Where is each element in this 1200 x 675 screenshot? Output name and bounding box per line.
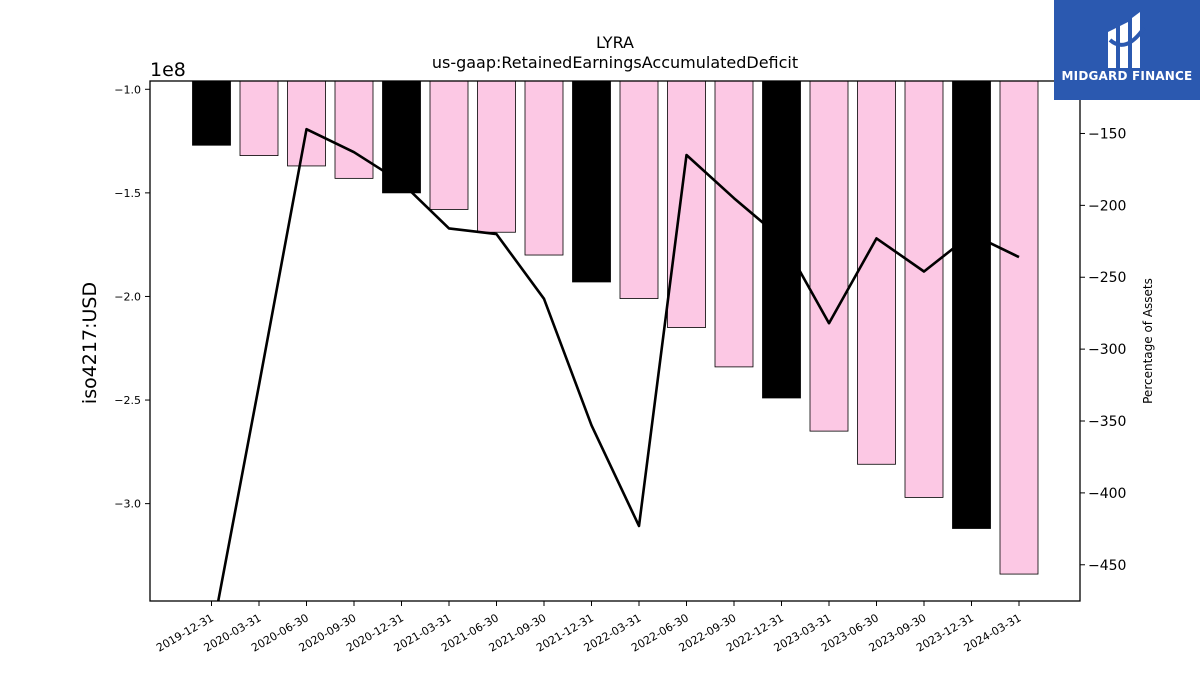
bar-2021-03-31: [429, 80, 469, 210]
y-tick-label: −2.0: [114, 290, 141, 303]
left-ticks-group: −1.0 −1.5 −2.0 −2.5 −3.0: [114, 83, 150, 511]
y-tick-label: −2.5: [114, 394, 141, 407]
y-axis-label: iso4217:USD: [79, 282, 101, 404]
bar-2020-03-31: [239, 80, 279, 156]
bar-2019-12-31: [192, 80, 231, 146]
bar-2022-03-31: [619, 80, 659, 299]
bar-2022-06-30: [667, 80, 706, 328]
y-offset-label: 1e8: [150, 59, 186, 81]
y-tick-label: −1.0: [114, 83, 141, 96]
y-right-tick-label: −150: [1088, 126, 1126, 142]
y-right-tick-label: −200: [1088, 198, 1126, 214]
y-right-tick-label: −300: [1088, 342, 1126, 358]
bar-2020-12-31: [382, 80, 421, 194]
right-ticks-group: −150 −200 −250 −300 −350 −400 −450: [1080, 126, 1126, 574]
bar-2023-09-30: [904, 80, 944, 498]
bar-2023-12-31: [952, 80, 991, 529]
line-group: [216, 127, 1020, 601]
y-axis-right-label: Percentage of Assets: [1141, 278, 1155, 404]
y-tick-label: −3.0: [114, 498, 141, 511]
brand-name: MIDGARD FINANCE: [1061, 69, 1193, 83]
brand-logo: MIDGARD FINANCE: [1054, 0, 1200, 100]
bar-2022-09-30: [714, 80, 754, 368]
y-tick-label: −1.5: [114, 187, 141, 200]
bar-2021-12-31: [572, 80, 611, 283]
chart-title: LYRA: [596, 33, 634, 52]
bar-2023-06-30: [857, 80, 896, 465]
bar-2024-03-31: [999, 80, 1039, 575]
chart-subtitle: us-gaap:RetainedEarningsAccumulatedDefic…: [432, 53, 798, 72]
bar-2021-09-30: [524, 80, 564, 256]
bar-2023-03-31: [809, 80, 849, 432]
brand-mark-icon: [1108, 12, 1146, 68]
y-right-tick-label: −350: [1088, 414, 1126, 430]
x-ticks-group: 2019-12-312020-03-312020-06-302020-09-30…: [154, 601, 1024, 655]
y-right-tick-label: −400: [1088, 486, 1126, 502]
y-right-tick-label: −450: [1088, 558, 1126, 574]
bar-2020-06-30: [287, 80, 326, 167]
bar-2020-09-30: [334, 80, 374, 179]
y-right-tick-label: −250: [1088, 270, 1126, 286]
bar-2021-06-30: [477, 80, 516, 233]
bars-group: [192, 80, 1039, 575]
percentage-line: [216, 127, 1020, 601]
plot-frame: [149, 80, 1081, 602]
